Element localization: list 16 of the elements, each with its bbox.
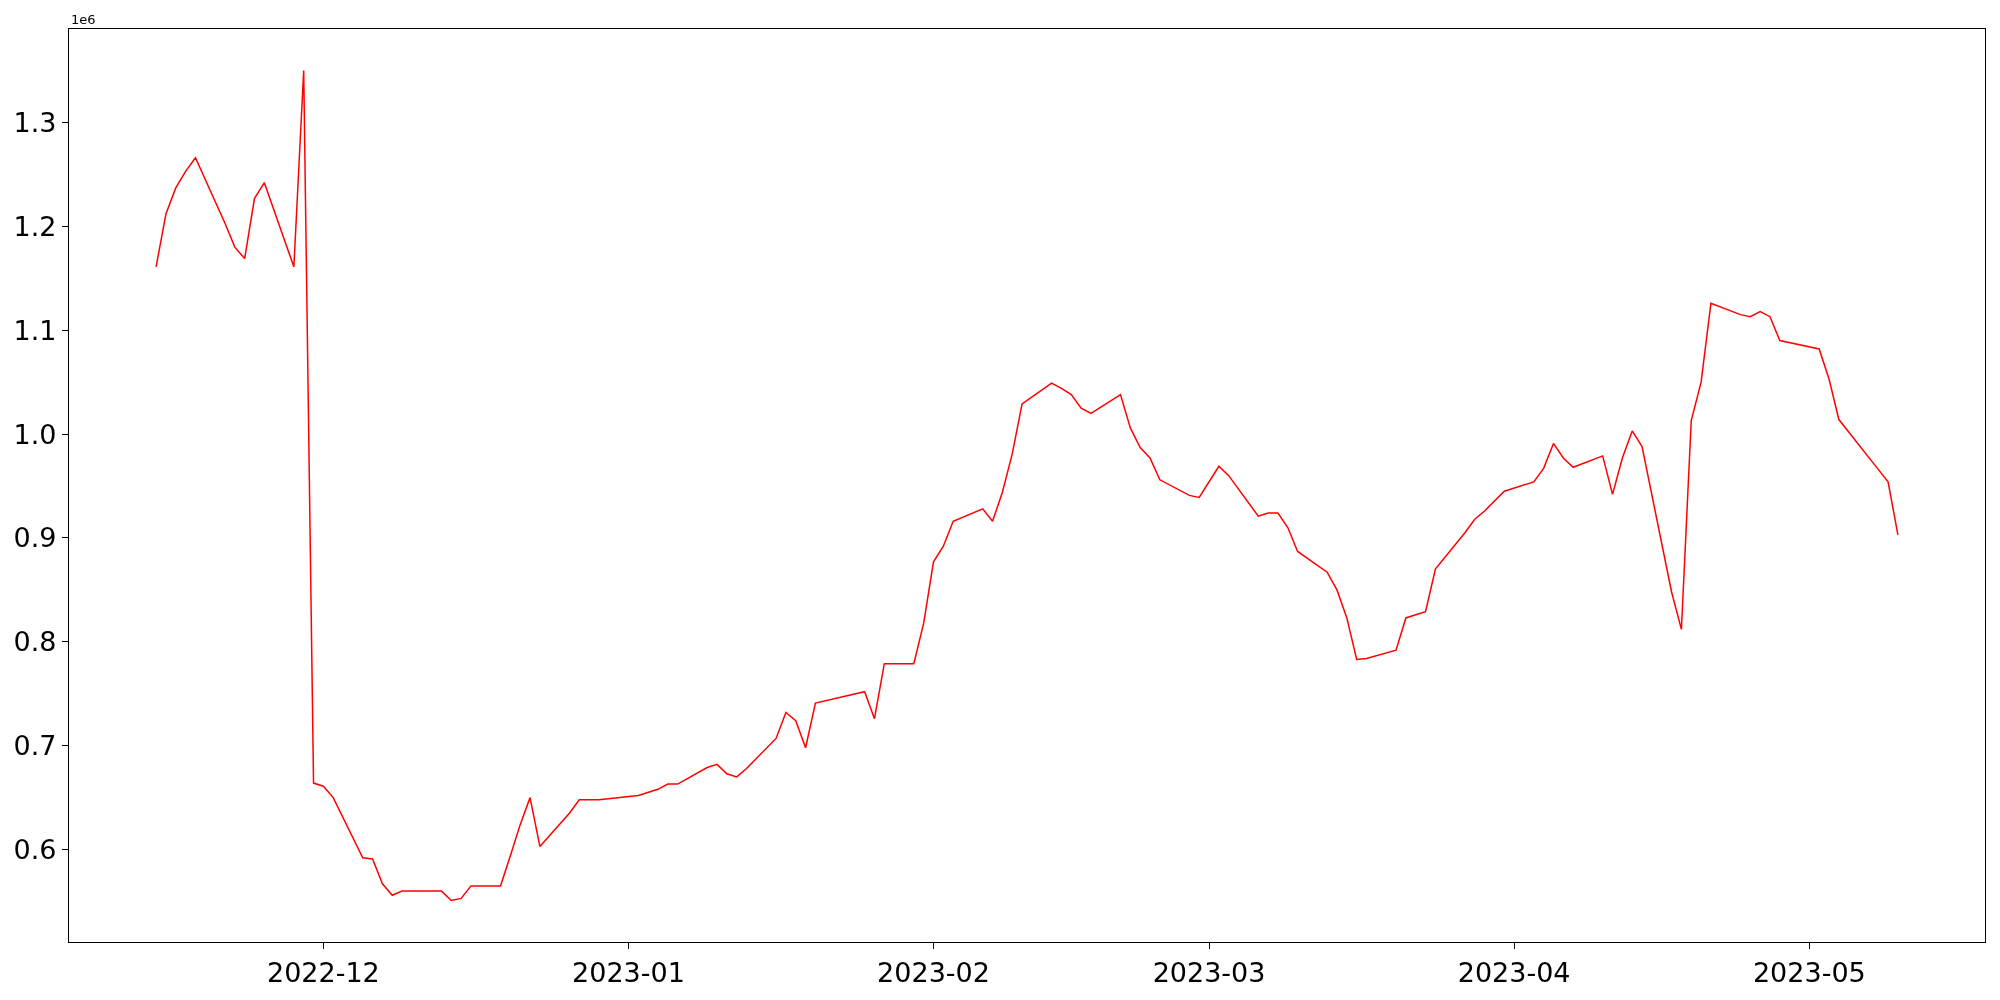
line-series bbox=[155, 69, 1899, 902]
y-tick-label: 0.6 bbox=[13, 834, 57, 866]
x-tick-label: 2023-04 bbox=[1457, 956, 1571, 988]
y-tick-label: 0.7 bbox=[13, 730, 57, 762]
x-tick-label: 2023-02 bbox=[877, 956, 990, 988]
y-tick-label: 1.2 bbox=[13, 210, 57, 242]
x-tick-label: 2023-01 bbox=[572, 956, 685, 988]
x-tick-label: 2023-05 bbox=[1752, 956, 1866, 988]
y-tick-label: 1.1 bbox=[13, 314, 57, 346]
y-tick-label: 0.9 bbox=[13, 522, 57, 554]
text: 1e6 bbox=[71, 12, 96, 27]
y-tick-label: 0.8 bbox=[13, 626, 57, 658]
y-tick-label: 1.0 bbox=[13, 418, 57, 450]
y-tick-label: 1.3 bbox=[13, 106, 57, 138]
x-tick-label: 2022-12 bbox=[266, 956, 380, 988]
x-tick-label: 2023-03 bbox=[1152, 956, 1266, 988]
